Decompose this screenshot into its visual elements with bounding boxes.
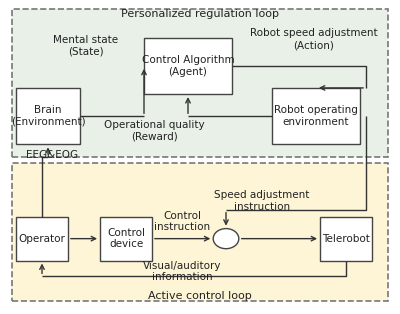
Text: Visual/auditory
information: Visual/auditory information [143, 261, 221, 282]
Bar [16, 88, 80, 144]
Text: Operational quality
(Reward): Operational quality (Reward) [104, 120, 204, 141]
Text: Control
instruction: Control instruction [154, 211, 210, 232]
Bar [144, 38, 232, 94]
Text: Brain
(Environment): Brain (Environment) [11, 106, 85, 127]
Text: Operator: Operator [18, 234, 66, 244]
Text: Control Algorithm
(Agent): Control Algorithm (Agent) [142, 55, 234, 77]
Bar [272, 88, 360, 144]
Bar [16, 217, 68, 261]
Text: Mental state
(State): Mental state (State) [54, 35, 118, 56]
Text: Active control loop: Active control loop [148, 291, 252, 301]
Bar [100, 217, 152, 261]
Bar [12, 9, 388, 157]
Circle shape [213, 229, 239, 249]
Text: Control
device: Control device [107, 228, 145, 249]
Text: Robot operating
environment: Robot operating environment [274, 106, 358, 127]
Text: Telerobot: Telerobot [322, 234, 370, 244]
Text: Robot speed adjustment
(Action): Robot speed adjustment (Action) [250, 29, 378, 50]
Text: EEG&EOG: EEG&EOG [26, 150, 78, 160]
Text: Personalized regulation loop: Personalized regulation loop [121, 9, 279, 19]
Bar [12, 163, 388, 301]
Text: Speed adjustment
instruction: Speed adjustment instruction [214, 190, 310, 212]
Bar [320, 217, 372, 261]
